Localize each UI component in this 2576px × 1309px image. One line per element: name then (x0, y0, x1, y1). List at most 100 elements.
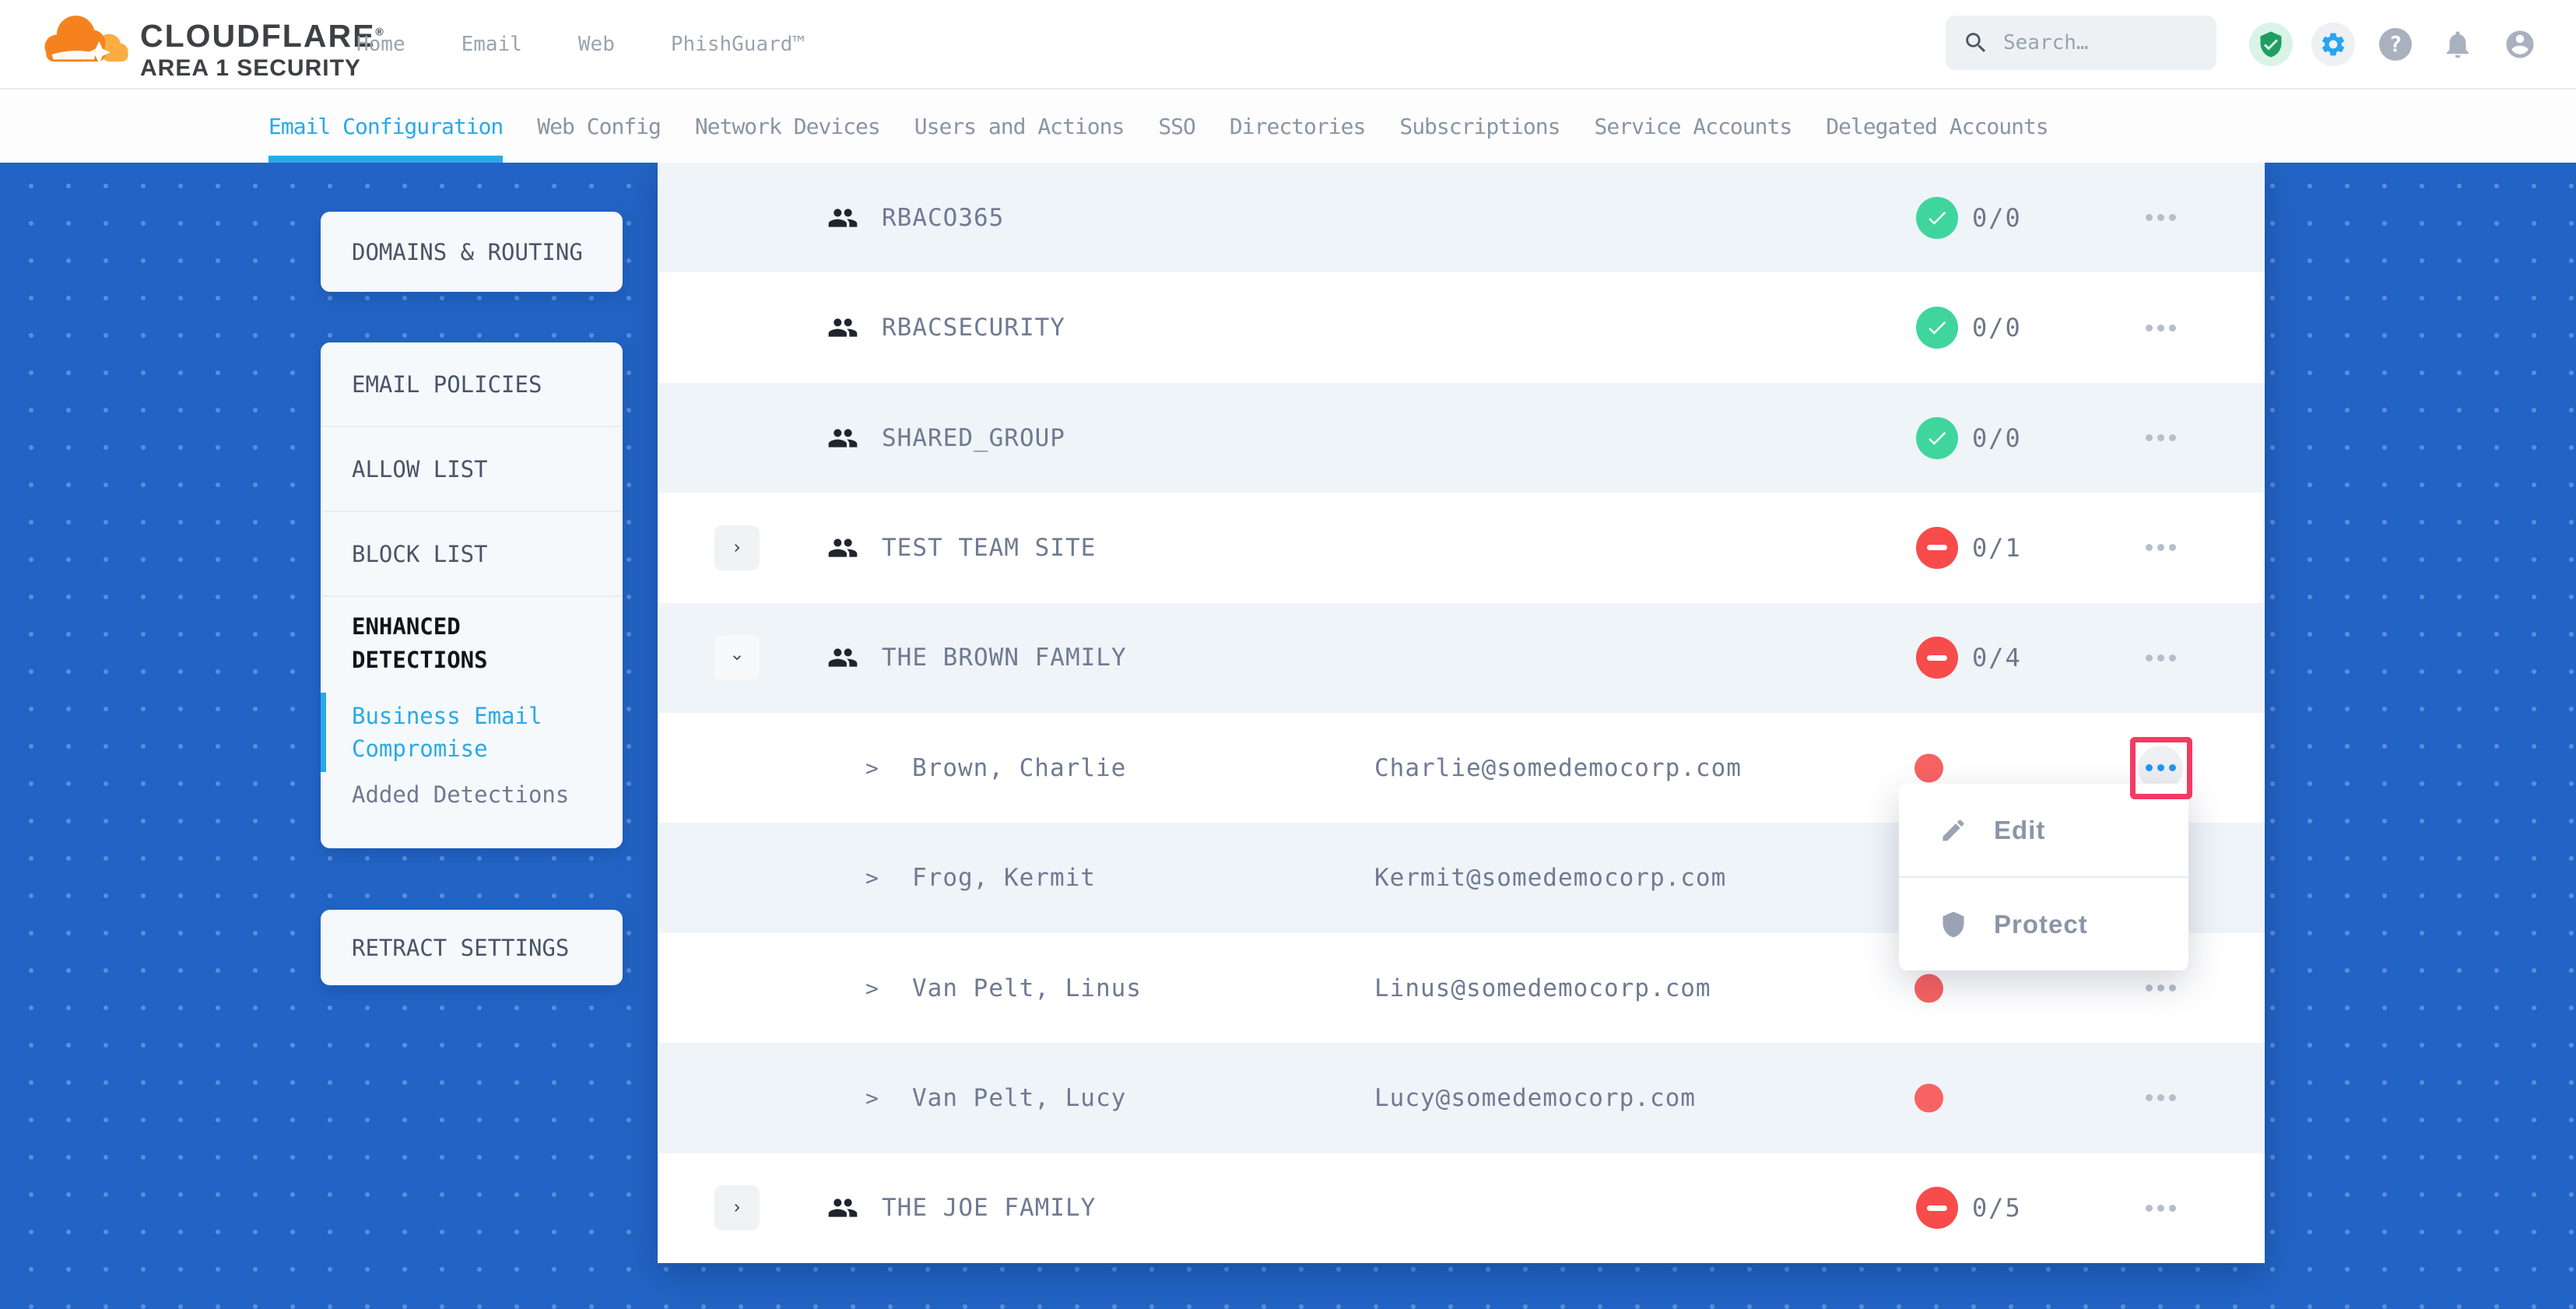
sidebar-item-domains-routing[interactable]: DOMAINS & ROUTING (321, 212, 623, 292)
row-actions-button[interactable] (2133, 191, 2188, 245)
sidebar-item-allow-list[interactable]: ALLOW LIST (321, 427, 623, 512)
alert-dot (1914, 974, 1943, 1003)
status-blocked-badge (1916, 526, 1958, 569)
dot (2145, 1094, 2153, 1102)
dot (2168, 544, 2176, 552)
brand-text: CLOUDFLARE® AREA 1 SECURITY (140, 6, 385, 80)
sidebar-label: ALLOW LIST (352, 455, 488, 483)
groups-table: RBACO365 0/0 RBACSECURITY 0/0 SHARED_GROUP 0/… (658, 163, 2265, 1263)
table-row-group: TEST TEAM SITE 0/1 (658, 493, 2265, 602)
tab-delegated-accounts[interactable]: Delegated Accounts (1826, 113, 2048, 139)
row-actions-button[interactable] (2133, 1071, 2188, 1125)
row-actions-button[interactable] (2133, 1181, 2188, 1235)
row-actions-button[interactable] (2133, 300, 2188, 355)
group-name: TEST TEAM SITE (882, 533, 1097, 562)
app-header: CLOUDFLARE® AREA 1 SECURITY Home Email W… (0, 0, 2576, 88)
table-row-member: > Van Pelt, Linus Linus@somedemocorp.com (658, 933, 2265, 1043)
settings-gear-icon[interactable] (2311, 22, 2355, 66)
protection-count: 0/1 (1972, 532, 2022, 563)
menu-item-protect[interactable]: Protect (1899, 876, 2188, 970)
cloudflare-logo: CLOUDFLARE® AREA 1 SECURITY (40, 6, 385, 80)
check-icon (1928, 431, 1946, 445)
tab-web-config[interactable]: Web Config (537, 113, 662, 139)
sidebar-item-enhanced-detections[interactable]: ENHANCED DETECTIONS (321, 597, 623, 690)
sidebar-item-email-policies[interactable]: EMAIL POLICIES (321, 342, 623, 427)
tab-directories[interactable]: Directories (1229, 113, 1366, 139)
dot (2145, 324, 2153, 332)
status-blocked-badge (1916, 637, 1958, 679)
sidebar-policies-card: EMAIL POLICIES ALLOW LIST BLOCK LIST ENH… (321, 342, 623, 848)
chevron-right-icon (735, 543, 740, 552)
protection-count: 0/0 (1972, 313, 2022, 343)
tab-service-accounts[interactable]: Service Accounts (1594, 113, 1793, 139)
sidebar-item-retract-settings[interactable]: RETRACT SETTINGS (321, 910, 623, 985)
alert-dot (1914, 1083, 1943, 1113)
protection-count: 0/5 (1972, 1193, 2022, 1223)
help-icon[interactable]: ? (2374, 23, 2417, 66)
row-actions-button[interactable] (2133, 961, 2188, 1016)
protection-count: 0/0 (1972, 202, 2022, 233)
account-icon[interactable] (2498, 23, 2542, 66)
cloudflare-cloud-icon (44, 16, 128, 64)
shield-icon (1943, 911, 1964, 937)
expand-toggle-button[interactable] (714, 1185, 760, 1231)
row-actions-button[interactable] (2138, 745, 2183, 791)
dot (2145, 434, 2153, 442)
nav-email[interactable]: Email (461, 32, 522, 56)
dot (2168, 214, 2176, 222)
row-actions-button[interactable] (2133, 630, 2188, 685)
sidebar-label: Business Email Compromise (352, 702, 542, 762)
protection-count: 0/4 (1972, 643, 2022, 673)
group-name: THE JOE FAMILY (882, 1194, 1097, 1223)
tab-subscriptions[interactable]: Subscriptions (1399, 113, 1560, 139)
expand-toggle-button[interactable] (714, 635, 760, 681)
nav-phishguard[interactable]: PhishGuard™ (670, 32, 805, 56)
brand-name: CLOUDFLARE (140, 18, 376, 54)
nav-home[interactable]: Home (356, 32, 405, 56)
dot (2145, 764, 2153, 772)
shield-check-icon[interactable] (2249, 22, 2293, 66)
tab-sso[interactable]: SSO (1158, 113, 1196, 139)
chevron-down-icon (733, 655, 741, 661)
alert-dot (1914, 753, 1943, 783)
search-input[interactable]: Search… (1946, 16, 2216, 70)
group-icon (827, 532, 858, 563)
header-icons: ? (2249, 0, 2542, 88)
minus-icon (1927, 654, 1947, 661)
dot (2145, 654, 2153, 662)
tab-users-and-actions[interactable]: Users and Actions (914, 113, 1125, 139)
table-row-group: THE JOE FAMILY 0/5 (658, 1153, 2265, 1263)
group-icon (827, 1192, 858, 1223)
row-actions-button[interactable] (2133, 521, 2188, 575)
sidebar-label: ENHANCED DETECTIONS (352, 613, 488, 673)
sidebar-item-added-detections[interactable]: Added Detections (321, 775, 623, 848)
nav-web[interactable]: Web (577, 32, 615, 56)
table-row-member: > Van Pelt, Lucy Lucy@somedemocorp.com (658, 1043, 2265, 1153)
tab-network-devices[interactable]: Network Devices (694, 113, 881, 139)
menu-item-label: Edit (1994, 815, 2046, 844)
sidebar-item-block-list[interactable]: BLOCK LIST (321, 512, 623, 597)
notifications-bell-icon[interactable] (2436, 23, 2479, 66)
menu-item-edit[interactable]: Edit (1899, 784, 2188, 876)
row-actions-button[interactable] (2133, 411, 2188, 465)
member-email: Linus@somedemocorp.com (1374, 974, 1711, 1002)
group-name: RBACO365 (882, 203, 1005, 232)
sidebar-label: RETRACT SETTINGS (352, 934, 570, 961)
table-row-group: RBACO365 0/0 (658, 163, 2265, 273)
sidebar-item-business-email-compromise[interactable]: Business Email Compromise (321, 690, 623, 775)
expand-toggle-button[interactable] (714, 525, 760, 570)
group-name: RBACSECURITY (882, 314, 1065, 342)
minus-icon (1927, 545, 1947, 551)
dot (2157, 764, 2164, 772)
chevron-right-icon (735, 1204, 740, 1212)
dot (2157, 1094, 2164, 1102)
registered-mark: ® (375, 25, 385, 38)
secondary-nav: Email Configuration Web Config Network D… (0, 88, 2576, 163)
status-ok-badge (1916, 307, 1958, 349)
dot (2157, 1204, 2164, 1212)
group-icon (827, 312, 858, 343)
tab-email-configuration[interactable]: Email Configuration (268, 89, 504, 163)
sidebar-label: BLOCK LIST (352, 540, 488, 567)
dot (2145, 984, 2153, 992)
